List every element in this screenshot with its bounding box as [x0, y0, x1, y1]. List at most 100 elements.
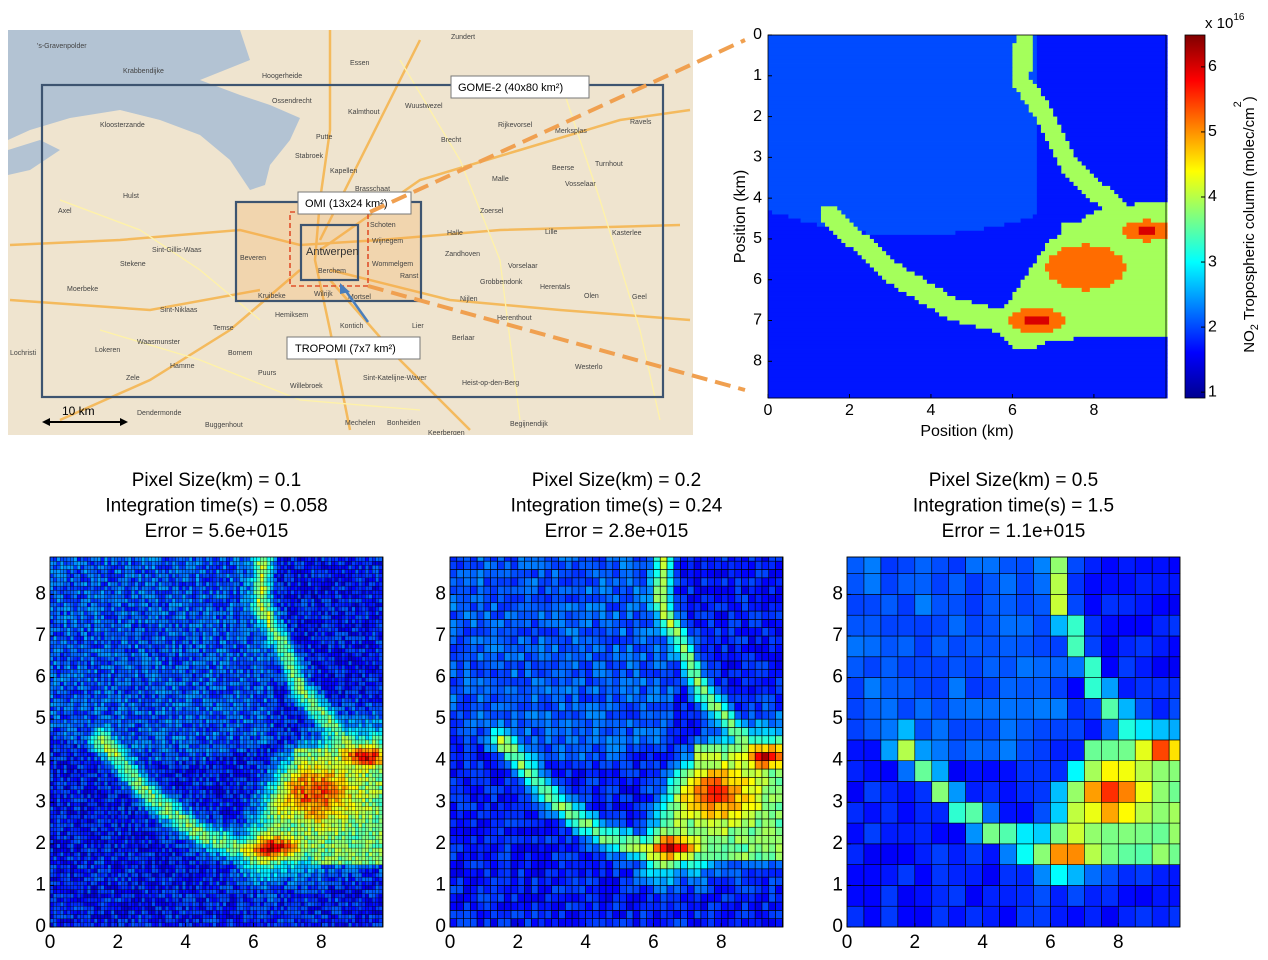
map-region — [768, 51, 1013, 55]
pixel — [318, 885, 321, 889]
pixel — [97, 919, 100, 923]
pixel — [230, 910, 233, 914]
pixel — [91, 823, 94, 827]
pixel — [264, 910, 267, 914]
pixel — [189, 823, 192, 827]
pixel — [281, 757, 284, 761]
pixel — [172, 848, 175, 852]
pixel — [189, 761, 192, 765]
pixel — [159, 902, 162, 906]
map-region — [1122, 272, 1167, 276]
pixel — [335, 860, 338, 864]
pixel — [97, 856, 100, 860]
map-region — [1110, 284, 1167, 288]
pixel — [104, 811, 107, 815]
pixel — [165, 811, 168, 815]
pixel — [359, 902, 362, 906]
pixel — [308, 836, 311, 840]
pixel — [192, 910, 195, 914]
pixel — [291, 748, 294, 752]
pixel — [165, 865, 168, 869]
pixel — [372, 790, 375, 794]
map-region — [768, 190, 1037, 194]
map-region — [927, 304, 989, 308]
pixel — [84, 877, 87, 881]
pixel — [199, 906, 202, 910]
pixel — [203, 773, 206, 777]
pixel — [298, 898, 301, 902]
pixel — [182, 844, 185, 848]
pixel — [155, 919, 158, 923]
pixel — [250, 761, 253, 765]
pixel — [270, 823, 273, 827]
pixel — [355, 915, 358, 919]
pixel — [135, 744, 138, 748]
pixel — [284, 806, 287, 810]
pixel — [91, 890, 94, 894]
map-region — [768, 304, 927, 308]
pixel — [145, 794, 148, 798]
map-region — [1004, 337, 1074, 341]
pixel — [372, 873, 375, 877]
pixel — [64, 856, 67, 860]
pixel — [152, 811, 155, 815]
pixel — [118, 898, 121, 902]
pixel — [111, 802, 114, 806]
pixel — [192, 790, 195, 794]
pixel — [359, 777, 362, 781]
pixel — [250, 894, 253, 898]
pixel — [84, 881, 87, 885]
pixel — [304, 877, 307, 881]
pixel — [125, 794, 128, 798]
pixel — [250, 865, 253, 869]
place-label: Kalmthout — [348, 109, 380, 116]
pixel — [287, 873, 290, 877]
pixel — [152, 865, 155, 869]
pixel — [148, 831, 151, 835]
pixel — [111, 765, 114, 769]
pixel — [291, 761, 294, 765]
pixel — [328, 881, 331, 885]
pixel — [67, 761, 70, 765]
pixel — [186, 844, 189, 848]
pixel — [287, 877, 290, 881]
pixel — [291, 865, 294, 869]
pixel — [135, 777, 138, 781]
pixel — [328, 915, 331, 919]
pixel — [294, 794, 297, 798]
pixel — [287, 827, 290, 831]
pixel — [179, 840, 182, 844]
pixel — [111, 811, 114, 815]
pixel — [155, 831, 158, 835]
pixel — [67, 819, 70, 823]
pixel — [294, 773, 297, 777]
pixel — [145, 798, 148, 802]
pixel — [118, 744, 121, 748]
pixel — [253, 840, 256, 844]
pixel — [331, 919, 334, 923]
pixel — [84, 794, 87, 798]
pixel — [145, 736, 148, 740]
pixel — [230, 852, 233, 856]
pixel — [247, 848, 250, 852]
pixel — [216, 877, 219, 881]
pixel — [294, 885, 297, 889]
pixel — [101, 865, 104, 869]
pixel — [226, 877, 229, 881]
pixel — [70, 923, 73, 927]
pixel — [125, 848, 128, 852]
pixel — [250, 906, 253, 910]
pixel — [216, 748, 219, 752]
pixel — [84, 885, 87, 889]
pixel — [87, 869, 90, 873]
pixel — [240, 740, 243, 744]
pixel — [376, 844, 379, 848]
pixel — [253, 910, 256, 914]
pixel — [315, 852, 318, 856]
pixel — [172, 844, 175, 848]
map-region — [1074, 337, 1168, 341]
pixel — [81, 877, 84, 881]
pixel — [118, 910, 121, 914]
pixel — [294, 881, 297, 885]
pixel — [84, 777, 87, 781]
